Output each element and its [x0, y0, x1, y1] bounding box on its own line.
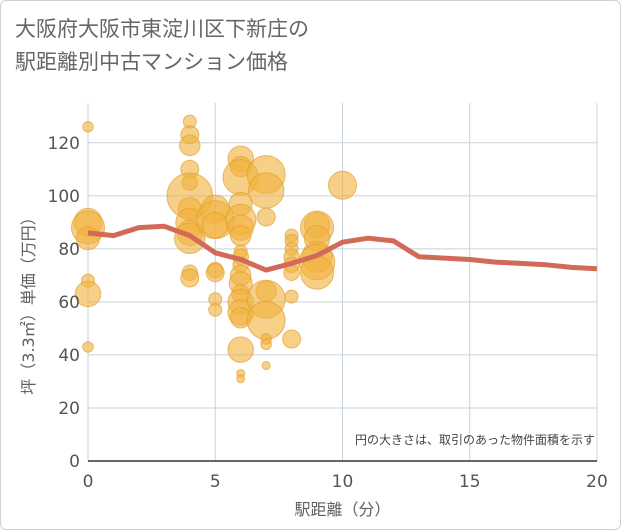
x-tick-label: 0: [83, 472, 94, 492]
y-tick-label: 80: [58, 240, 80, 260]
bubble-point: [74, 280, 102, 308]
y-tick-label: 40: [58, 346, 80, 366]
x-tick-label: 5: [210, 472, 221, 492]
bubble-point: [256, 207, 276, 227]
y-tick-labels: 0 20 40 60 80 100 120: [48, 134, 80, 472]
x-tick-label: 10: [332, 472, 354, 492]
x-tick-labels: 0 5 10 15 20: [83, 472, 608, 492]
y-tick-label: 20: [58, 399, 80, 419]
bubble-point: [229, 224, 252, 247]
x-axis-label: 駅距離（分）: [294, 500, 390, 519]
y-tick-label: 60: [58, 293, 80, 313]
bubble-point: [205, 263, 225, 283]
bubble-point: [208, 302, 223, 317]
y-axis-label: 坪（3.3㎡）単価（万円）: [19, 209, 38, 394]
chart-title: 大阪府大阪市東淀川区下新庄の 駅距離別中古マンション価格: [15, 13, 309, 79]
bubble-point: [284, 289, 299, 304]
y-tick-label: 100: [48, 187, 80, 207]
title-line-1: 大阪府大阪市東淀川区下新庄の: [15, 17, 309, 41]
bubble-point: [202, 211, 229, 239]
average-price-line: [87, 223, 598, 273]
bubble-layer: [71, 114, 357, 384]
grid-lines: [87, 103, 598, 461]
bubble-point: [179, 134, 201, 157]
bubble-point: [236, 374, 246, 384]
title-line-2: 駅距離別中古マンション価格: [15, 50, 288, 74]
bubble-point: [261, 361, 271, 371]
x-tick-label: 20: [586, 472, 608, 492]
bubble-point: [227, 336, 254, 363]
bubble-point: [247, 172, 285, 209]
bubble-point: [260, 338, 272, 351]
bubble-size-note: 円の大きさは、取引のあった物件面積を示す: [355, 432, 595, 447]
bubble-point: [82, 121, 94, 133]
y-tick-label: 120: [48, 134, 80, 154]
bubble-point: [82, 341, 94, 353]
bubble-point: [328, 170, 357, 200]
x-tick-label: 15: [459, 472, 481, 492]
y-tick-label: 0: [69, 452, 80, 472]
bubble-point: [180, 268, 200, 288]
bubble-point: [282, 329, 302, 349]
